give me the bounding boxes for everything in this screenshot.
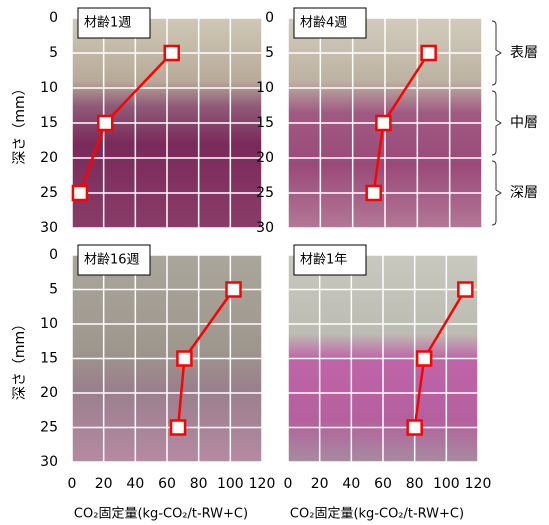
x-tick-label: 40: [342, 476, 360, 492]
y-tick-label: 30: [256, 220, 274, 236]
x-tick-label: 120: [465, 476, 492, 492]
y-tick-label: 20: [40, 150, 58, 166]
range-label: 中層: [510, 115, 538, 131]
data-marker: [225, 281, 242, 298]
x-tick-label: 40: [126, 476, 144, 492]
y-tick-label: 5: [265, 45, 274, 61]
panel-title-box: [77, 244, 151, 276]
panel-title-box: [293, 7, 367, 39]
y-tick-label: 0: [49, 247, 58, 263]
x-tick-label: 120: [249, 476, 276, 492]
y-tick-label: 20: [40, 385, 58, 401]
y-tick-label: 15: [40, 115, 58, 131]
panel-title-box: [77, 7, 151, 39]
range-label: 深層: [510, 185, 538, 201]
data-marker: [97, 114, 114, 132]
y-tick-label: 15: [40, 351, 58, 367]
y-tick-label: 25: [40, 420, 58, 436]
panel-title-box: [293, 244, 367, 276]
x-tick-label: 100: [433, 476, 460, 492]
y-tick-label: 0: [49, 10, 58, 26]
data-marker: [375, 114, 392, 132]
x-tick-label: 60: [158, 476, 176, 492]
data-marker: [365, 184, 382, 202]
y-tick-label: 5: [49, 282, 58, 298]
x-tick-label: 80: [190, 476, 208, 492]
y-tick-label: 10: [40, 316, 58, 332]
x-tick-label: 20: [95, 476, 113, 492]
y-axis-label: 深さ（mm）: [12, 317, 28, 400]
x-tick-label: 60: [374, 476, 392, 492]
data-marker: [457, 281, 474, 298]
y-axis-label: 深さ（mm）: [12, 81, 28, 164]
data-marker: [169, 419, 187, 436]
y-tick-label: 30: [40, 454, 58, 470]
y-tick-label: 0: [265, 10, 274, 26]
y-tick-label: 15: [256, 115, 274, 131]
x-tick-label: 20: [311, 476, 329, 492]
data-marker: [415, 350, 433, 367]
x-axis-label: CO₂固定量(kg-CO₂/t-RW+C): [290, 507, 464, 522]
y-tick-label: 25: [256, 185, 274, 201]
x-tick-label: 100: [217, 476, 244, 492]
data-marker: [420, 44, 437, 62]
data-marker: [71, 184, 89, 202]
y-tick-label: 10: [40, 80, 58, 96]
range-label: 表層: [510, 45, 538, 61]
x-axis-label: CO₂固定量(kg-CO₂/t-RW+C): [74, 507, 248, 522]
y-tick-label: 5: [49, 45, 58, 61]
data-marker: [406, 419, 423, 436]
panel-title: 材齢1年: [300, 253, 347, 268]
y-tick-label: 25: [40, 185, 58, 201]
x-tick-label: 0: [68, 476, 77, 492]
x-tick-label: 80: [406, 476, 424, 492]
x-tick-label: 0: [284, 476, 293, 492]
y-tick-label: 20: [256, 150, 274, 166]
range-bracket: [491, 90, 502, 156]
y-tick-label: 30: [40, 220, 58, 236]
panel-title: 材齢4週: [300, 16, 347, 31]
range-bracket: [491, 20, 502, 86]
y-tick-label: 10: [256, 80, 274, 96]
data-marker: [163, 44, 180, 62]
range-bracket: [491, 160, 502, 226]
panel-title: 材齢1週: [84, 16, 131, 31]
data-marker: [176, 350, 193, 367]
panel-title: 材齢16週: [84, 253, 140, 268]
